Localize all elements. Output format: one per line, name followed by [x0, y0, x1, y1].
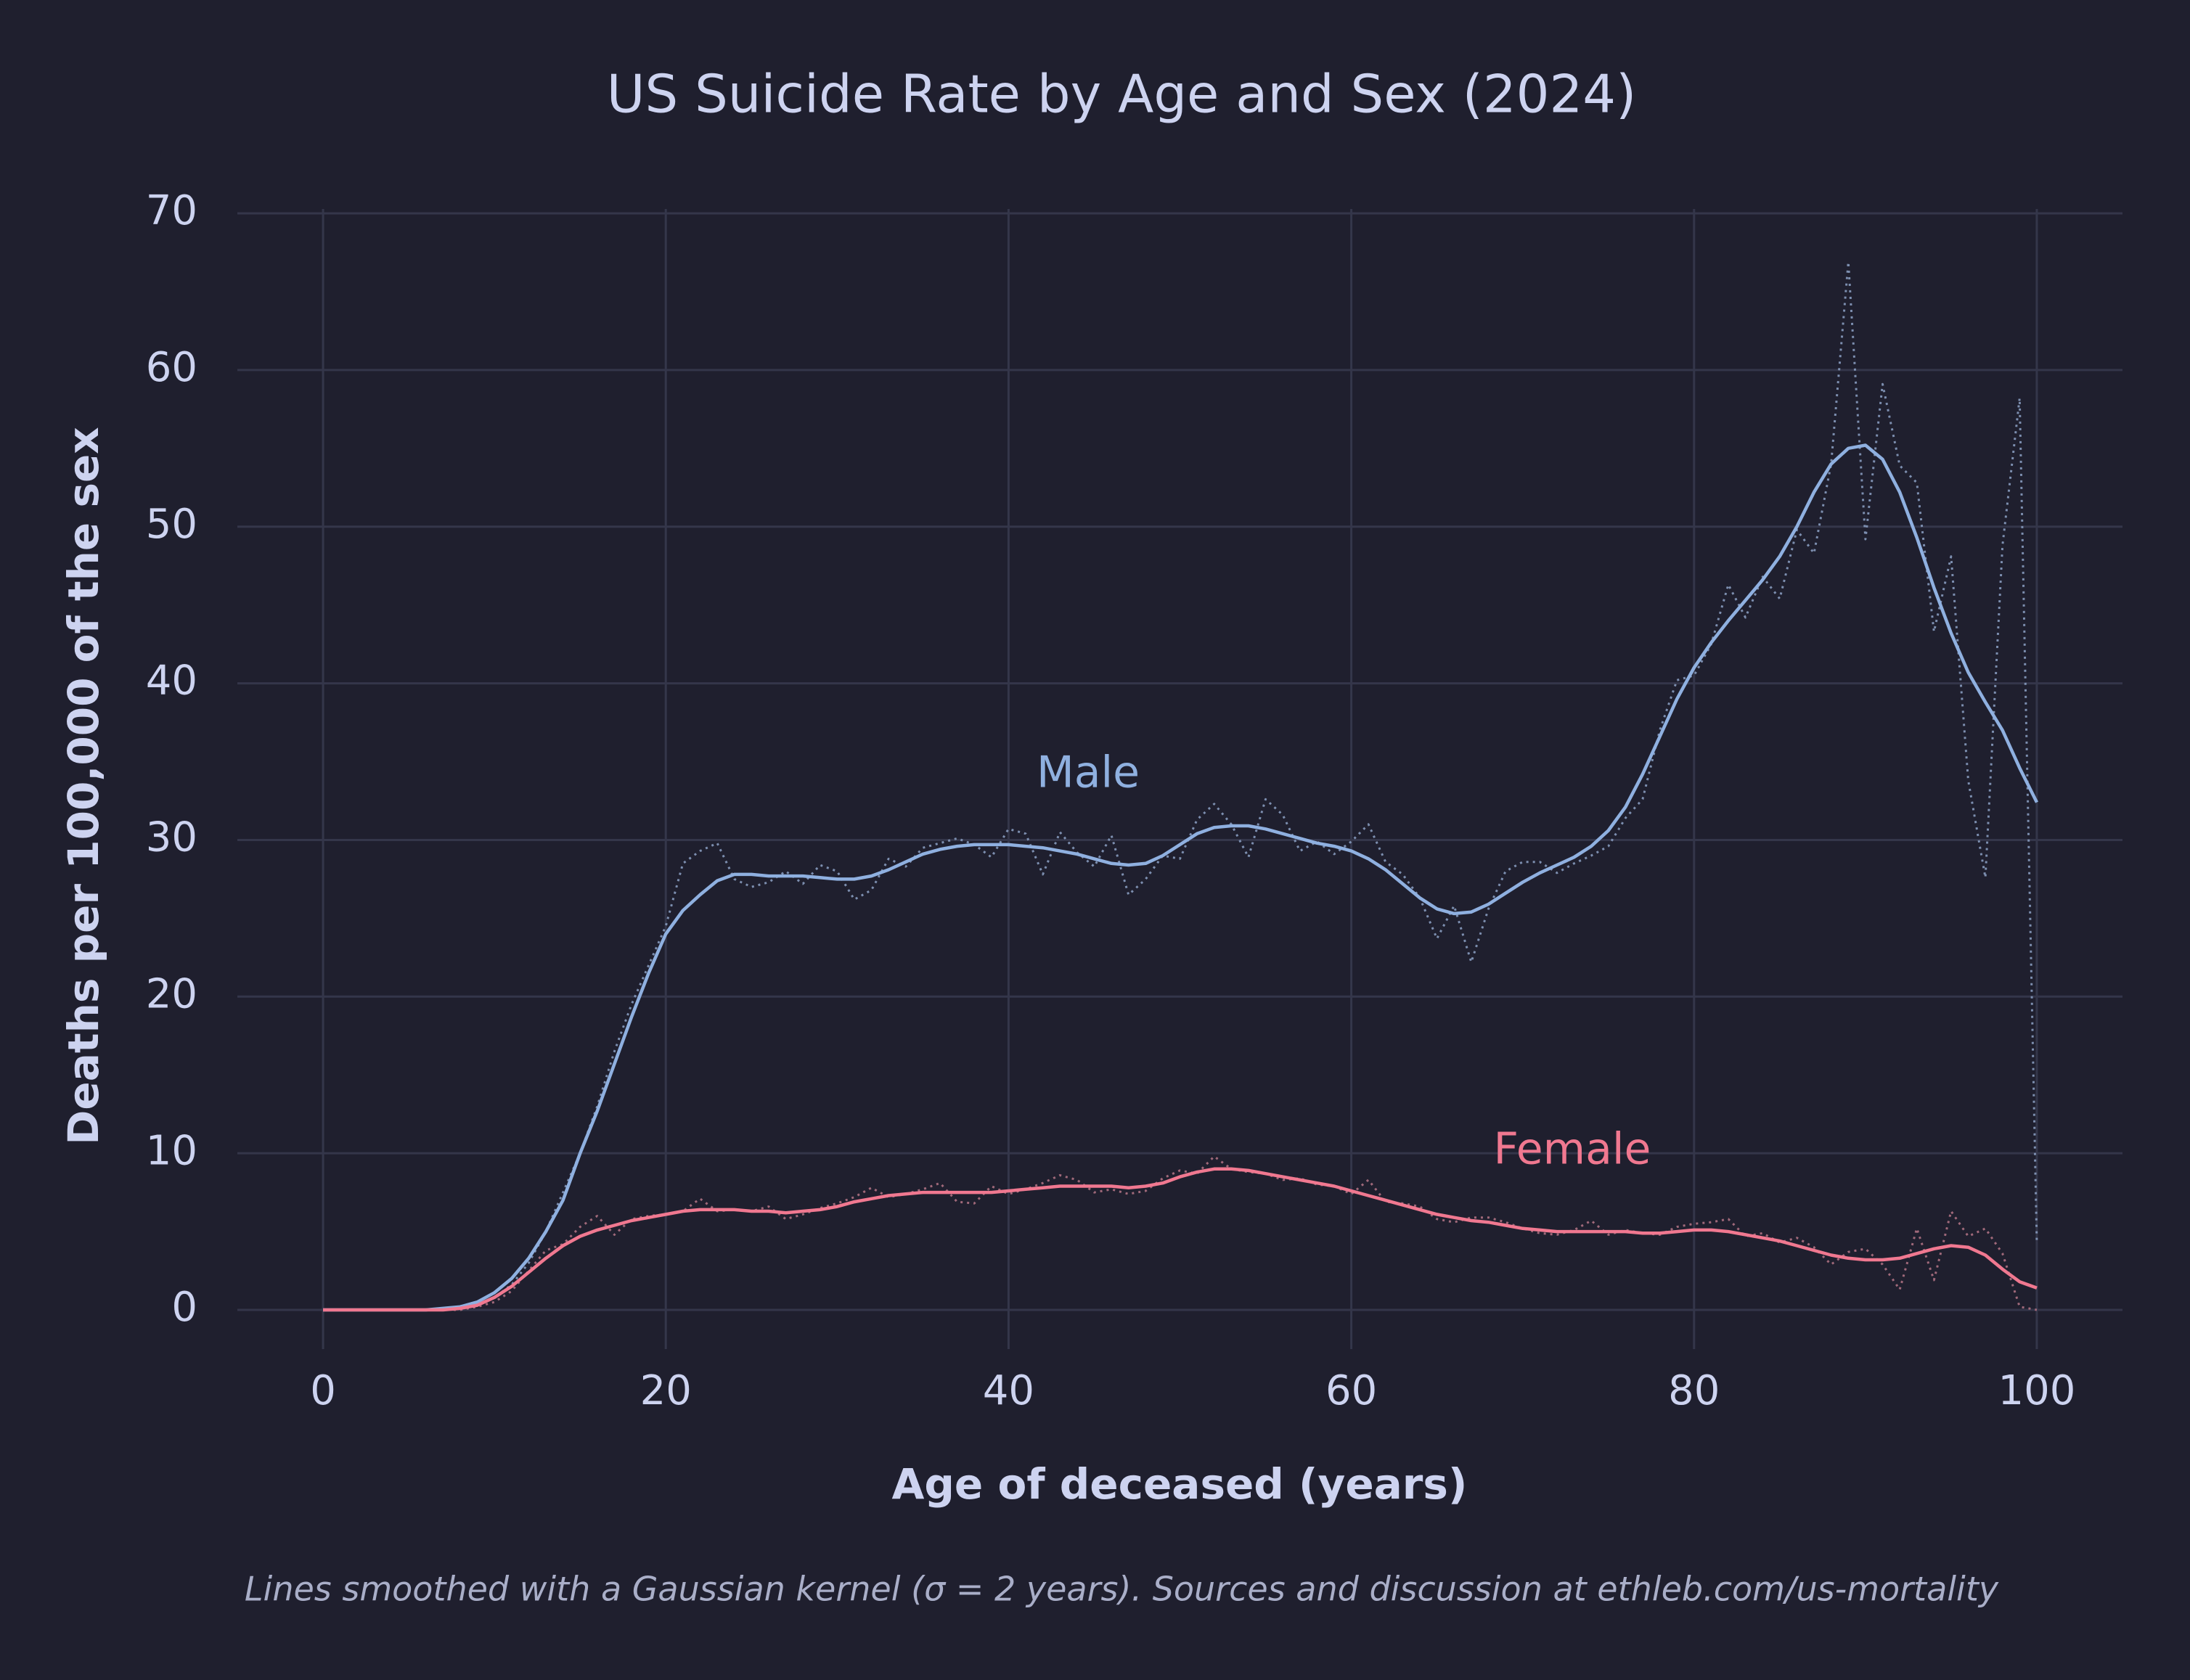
x-tick-label: 60	[1325, 1367, 1377, 1414]
smoothed-line	[323, 443, 2039, 1312]
y-tick-label: 50	[146, 501, 197, 548]
chart-title: US Suicide Rate by Age and Sex (2024)	[607, 64, 1636, 125]
series-label: Female	[1494, 1124, 1651, 1175]
raw-line	[323, 261, 2038, 1311]
y-tick-label: 20	[146, 970, 197, 1017]
x-axis-label: Age of deceased (years)	[892, 1459, 1468, 1509]
y-tick-label: 70	[146, 187, 197, 234]
series-label: Male	[1037, 747, 1140, 798]
x-tick-label: 20	[640, 1367, 692, 1414]
x-tick-label: 100	[1998, 1367, 2076, 1414]
y-tick-label: 0	[171, 1284, 197, 1331]
y-axis-label: Deaths per 100,000 of the sex	[59, 427, 108, 1144]
raw-line	[323, 1155, 2038, 1311]
x-tick-label: 40	[983, 1367, 1034, 1414]
y-tick-label: 40	[146, 657, 197, 705]
y-tick-label: 10	[146, 1127, 197, 1174]
y-tick-label: 30	[146, 814, 197, 861]
x-tick-label: 0	[310, 1367, 336, 1414]
caption: Lines smoothed with a Gaussian kernel (σ…	[245, 1570, 1999, 1609]
smoothed-line	[323, 1167, 2038, 1312]
y-tick-label: 60	[146, 344, 197, 391]
x-tick-label: 80	[1668, 1367, 1720, 1414]
